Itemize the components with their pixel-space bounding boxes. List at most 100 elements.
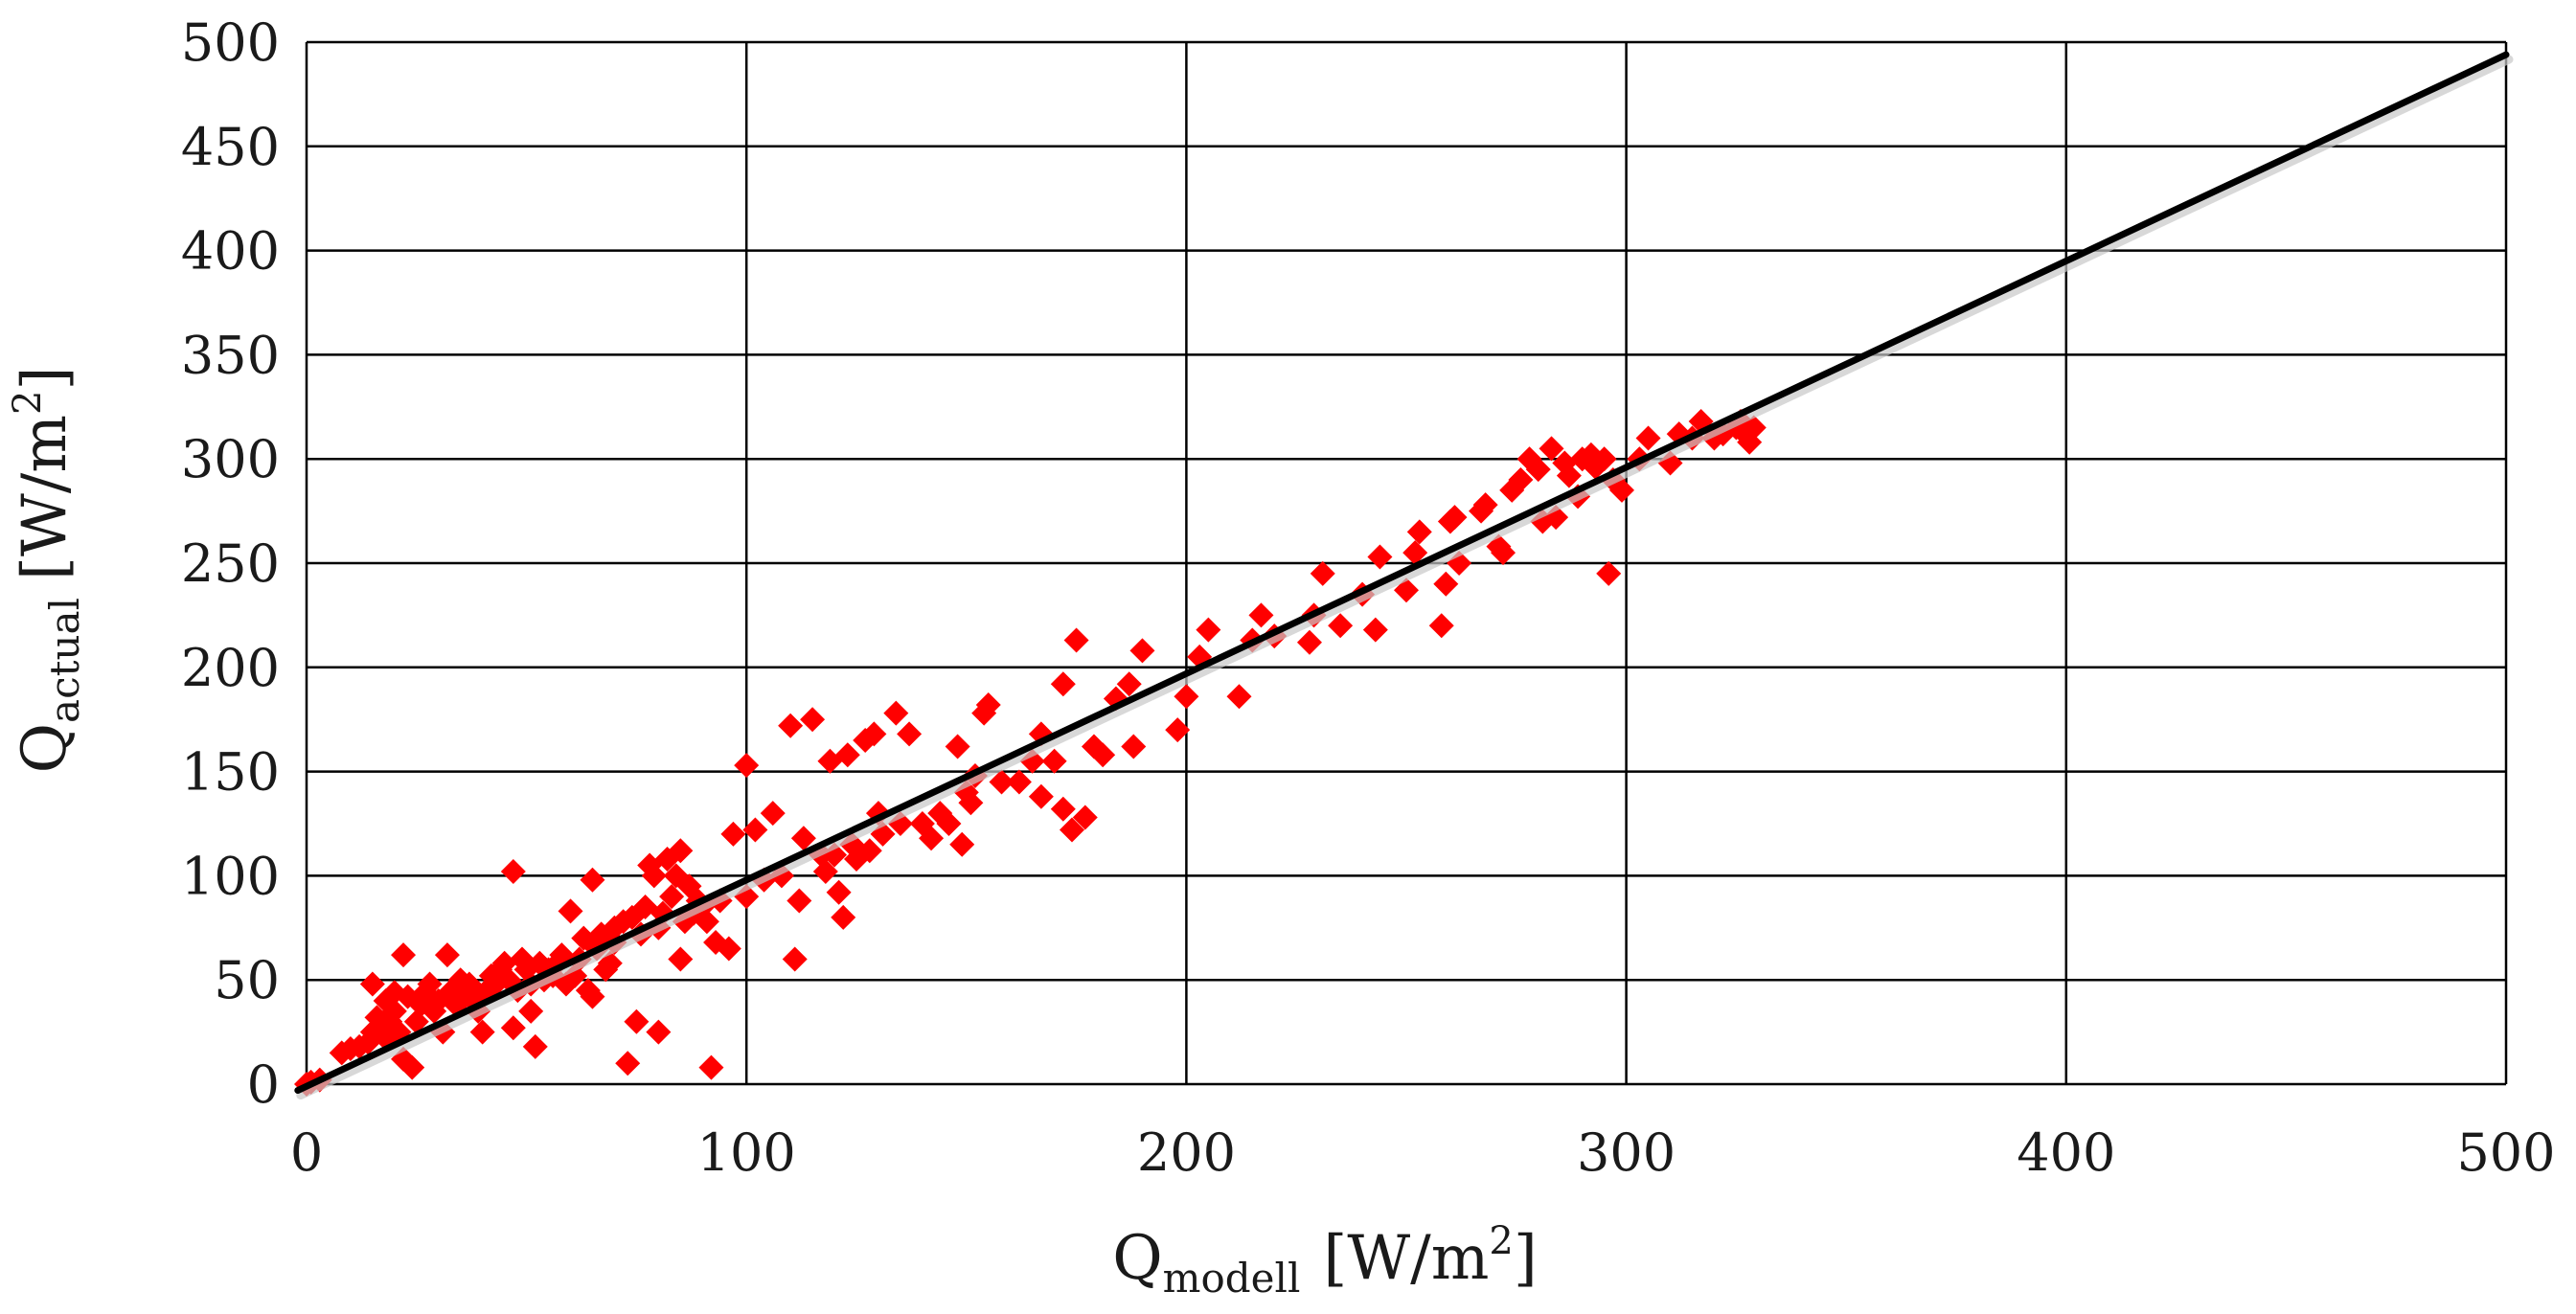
data-point xyxy=(1539,436,1564,462)
data-point xyxy=(949,831,975,857)
y-tick-label: 250 xyxy=(181,533,280,594)
data-point xyxy=(919,826,945,851)
data-point xyxy=(1060,817,1085,843)
data-point xyxy=(469,1019,495,1045)
x-axis-title-subscript: modell xyxy=(1163,1255,1301,1302)
data-point xyxy=(1328,613,1354,639)
data-point xyxy=(1165,717,1191,743)
data-point xyxy=(1508,466,1534,492)
y-tick-labels: 0 50 100 150 200 250 300 350 400 450 500 xyxy=(181,12,280,1115)
data-point xyxy=(1402,540,1428,566)
data-point xyxy=(659,884,685,910)
data-point xyxy=(615,1051,641,1076)
y-axis-title-main: Q xyxy=(10,723,80,773)
data-point xyxy=(1006,769,1032,795)
data-point xyxy=(1174,684,1199,710)
y-tick-label: 500 xyxy=(181,12,280,73)
y-tick-label: 350 xyxy=(181,325,280,385)
data-point xyxy=(1050,796,1076,822)
data-point xyxy=(1609,477,1635,503)
data-point xyxy=(1121,734,1147,759)
data-point xyxy=(1596,560,1622,586)
data-point xyxy=(989,769,1014,795)
data-point xyxy=(782,946,808,972)
data-point xyxy=(790,826,816,851)
data-point xyxy=(500,1015,526,1041)
data-point xyxy=(1050,671,1076,697)
data-point xyxy=(958,790,984,816)
data-point xyxy=(1063,627,1089,653)
data-point xyxy=(778,713,804,738)
data-point xyxy=(1129,638,1155,664)
data-point xyxy=(522,1033,548,1059)
data-point xyxy=(1525,457,1551,483)
fit-line-layer xyxy=(294,51,2514,1100)
data-point xyxy=(734,753,760,779)
x-axis-title-unit: [W/m xyxy=(1323,1223,1489,1294)
x-tick-label: 0 xyxy=(290,1122,323,1183)
data-point xyxy=(1310,560,1335,586)
data-point xyxy=(580,984,605,1009)
data-point xyxy=(1226,684,1252,710)
y-tick-label: 0 xyxy=(247,1054,280,1115)
data-point xyxy=(1072,804,1098,830)
x-tick-label: 200 xyxy=(1137,1122,1236,1183)
data-point xyxy=(646,1019,672,1045)
data-point xyxy=(558,898,583,924)
y-tick-label: 50 xyxy=(214,950,280,1010)
data-point xyxy=(518,998,544,1024)
x-tick-labels: 0 100 200 300 400 500 xyxy=(290,1122,2556,1183)
data-point xyxy=(391,942,417,968)
data-point xyxy=(897,721,923,747)
data-point xyxy=(831,904,856,930)
data-point xyxy=(1491,540,1516,566)
data-point xyxy=(1248,602,1274,628)
x-tick-label: 100 xyxy=(697,1122,796,1183)
data-point xyxy=(742,817,768,843)
data-point xyxy=(1635,425,1661,451)
data-point xyxy=(359,971,385,997)
data-point xyxy=(760,801,786,827)
data-point xyxy=(580,867,605,893)
y-tick-label: 450 xyxy=(181,117,280,177)
data-point xyxy=(1433,571,1459,597)
data-point xyxy=(856,838,882,864)
data-point xyxy=(1362,617,1388,643)
data-point xyxy=(381,998,407,1024)
y-axis-title: Qactual [W/m2] xyxy=(6,367,88,774)
data-point xyxy=(1428,613,1454,639)
data-point xyxy=(936,811,962,836)
data-point xyxy=(668,838,694,864)
y-axis-title-unit: [W/m xyxy=(10,415,80,580)
x-axis-title: Qmodell [W/m2] xyxy=(1112,1219,1538,1302)
data-point xyxy=(1041,748,1067,774)
data-point xyxy=(1442,505,1468,531)
y-axis-title-superscript: 2 xyxy=(6,391,50,415)
x-axis-title-main: Q xyxy=(1112,1223,1162,1294)
data-point xyxy=(834,742,860,768)
data-point xyxy=(720,821,746,847)
data-point xyxy=(1028,783,1054,809)
data-point xyxy=(861,721,887,747)
data-point xyxy=(1296,629,1322,655)
data-point xyxy=(826,879,852,905)
y-tick-label: 200 xyxy=(181,638,280,698)
data-point xyxy=(434,942,460,968)
y-tick-label: 300 xyxy=(181,429,280,489)
x-tick-label: 500 xyxy=(2456,1122,2555,1183)
y-tick-label: 100 xyxy=(181,846,280,906)
y-tick-label: 400 xyxy=(181,221,280,282)
data-point xyxy=(945,734,970,759)
data-point xyxy=(800,707,826,733)
fit-line-shadow xyxy=(296,55,2514,1100)
data-point xyxy=(812,859,838,885)
data-point xyxy=(1591,446,1617,472)
data-point xyxy=(786,888,812,914)
data-point xyxy=(1367,544,1393,570)
x-axis-title-superscript: 2 xyxy=(1489,1219,1513,1263)
y-axis-title-unit-close: ] xyxy=(10,367,80,391)
x-axis-title-unit-close: ] xyxy=(1514,1223,1538,1294)
data-point xyxy=(883,700,909,726)
